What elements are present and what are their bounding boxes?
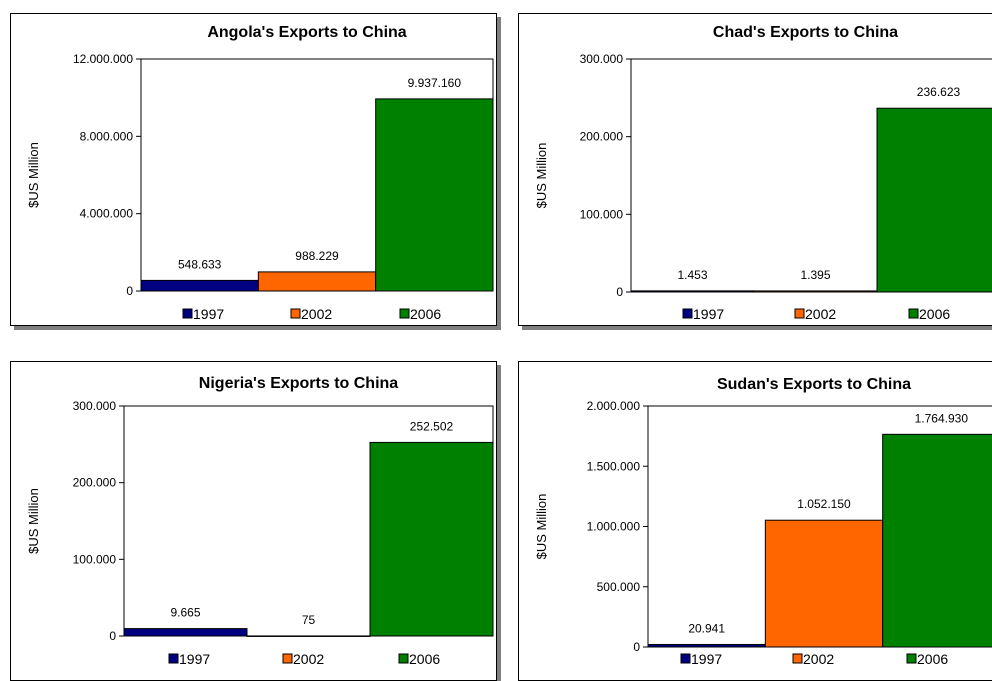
bar-2002 <box>764 519 884 648</box>
data-label: 236.623 <box>917 85 961 99</box>
bar-1997 <box>140 279 259 292</box>
y-axis-label: $US Million <box>26 142 41 208</box>
y-tick-label: 100.000 <box>73 552 117 566</box>
y-tick-label: 200.000 <box>580 130 624 144</box>
data-label: 75 <box>302 613 316 627</box>
chart-title: Sudan's Exports to China <box>717 376 911 393</box>
legend-label: 1997 <box>691 651 722 667</box>
legend-label: 1997 <box>179 651 210 667</box>
chart-title: Chad's Exports to China <box>713 24 898 41</box>
data-label: 252.502 <box>410 419 454 433</box>
legend-label: 2002 <box>293 651 324 667</box>
legend-swatch-1997 <box>168 653 179 664</box>
legend-swatch-1997 <box>182 308 193 319</box>
data-label: 1.764.930 <box>915 411 969 425</box>
y-tick-label: 500.000 <box>597 580 641 594</box>
legend-label: 2006 <box>409 651 440 667</box>
y-tick-label: 1.000.000 <box>587 520 641 534</box>
bar-1997 <box>647 643 766 648</box>
legend-label: 2002 <box>803 651 834 667</box>
y-tick-label: 1.500.000 <box>587 459 641 473</box>
data-label: 548.633 <box>178 257 222 271</box>
legend-swatch-2002 <box>794 308 805 319</box>
y-tick-label: 300.000 <box>580 52 624 66</box>
legend-label: 1997 <box>693 306 724 322</box>
data-label: 1.453 <box>677 268 707 282</box>
y-tick-label: 0 <box>633 640 640 654</box>
legend-label: 2002 <box>301 306 332 322</box>
chart-title: Angola's Exports to China <box>207 24 406 41</box>
bar-chart-chad: Chad's Exports to China $US Million 0 100.0… <box>534 24 992 322</box>
data-label: 1.052.150 <box>797 497 851 511</box>
bar-2006 <box>375 98 494 292</box>
legend-swatch-2006 <box>399 308 410 319</box>
legend-swatch-1997 <box>680 653 691 664</box>
y-axis-label: $US Million <box>534 143 549 209</box>
data-label: 9.937.160 <box>408 76 462 90</box>
data-label: 1.395 <box>800 268 830 282</box>
legend-swatch-2006 <box>398 653 409 664</box>
legend-label: 2006 <box>410 306 441 322</box>
bar-chart-angola: Angola's Exports to China $US Million 0 4.0… <box>26 24 494 322</box>
bar-chart-nigeria: Nigeria's Exports to China $US Million 0 10… <box>26 375 494 667</box>
y-tick-label: 2.000.000 <box>587 399 641 413</box>
chart-panel-angola: Angola's Exports to China $US Million 0 4.0… <box>10 13 497 326</box>
legend-swatch-2002 <box>282 653 293 664</box>
legend-swatch-2006 <box>906 653 917 664</box>
legend-label: 1997 <box>193 306 224 322</box>
data-label: 9.665 <box>170 606 200 620</box>
legend-label: 2006 <box>919 306 950 322</box>
bar-2006 <box>876 107 992 293</box>
bar-2002 <box>753 290 878 293</box>
bar-2002 <box>257 271 377 292</box>
legend-swatch-2002 <box>290 308 301 319</box>
y-tick-label: 8.000.000 <box>80 129 134 143</box>
legend-label: 2006 <box>917 651 948 667</box>
chart-panel-nigeria: Nigeria's Exports to China $US Million 0 10… <box>10 361 497 681</box>
data-label: 20.941 <box>688 621 725 635</box>
y-tick-label: 4.000.000 <box>80 207 134 221</box>
y-tick-label: 0 <box>109 629 116 643</box>
y-tick-label: 100.000 <box>580 207 624 221</box>
y-tick-label: 0 <box>616 285 623 299</box>
chart-title: Nigeria's Exports to China <box>199 375 399 392</box>
bar-chart-sudan: Sudan's Exports to China $US Million 0 500.… <box>534 376 992 667</box>
bar-1997 <box>123 628 248 637</box>
legend-swatch-1997 <box>682 308 693 319</box>
bar-2002 <box>246 635 371 637</box>
legend-swatch-2002 <box>792 653 803 664</box>
legend-label: 2002 <box>805 306 836 322</box>
y-axis-label: $US Million <box>26 488 41 554</box>
legend-swatch-2006 <box>908 308 919 319</box>
y-tick-label: 300.000 <box>73 399 117 413</box>
y-axis-label: $US Million <box>534 494 549 560</box>
bar-2006 <box>369 441 494 637</box>
chart-panel-chad: Chad's Exports to China $US Million 0 100.0… <box>518 13 992 326</box>
chart-panel-sudan: Sudan's Exports to China $US Million 0 500.… <box>518 361 992 681</box>
data-label: 988.229 <box>295 249 339 263</box>
y-tick-label: 0 <box>126 284 133 298</box>
bar-1997 <box>630 290 755 293</box>
y-tick-label: 200.000 <box>73 476 117 490</box>
y-tick-label: 12.000.000 <box>73 52 133 66</box>
bar-2006 <box>882 433 992 648</box>
